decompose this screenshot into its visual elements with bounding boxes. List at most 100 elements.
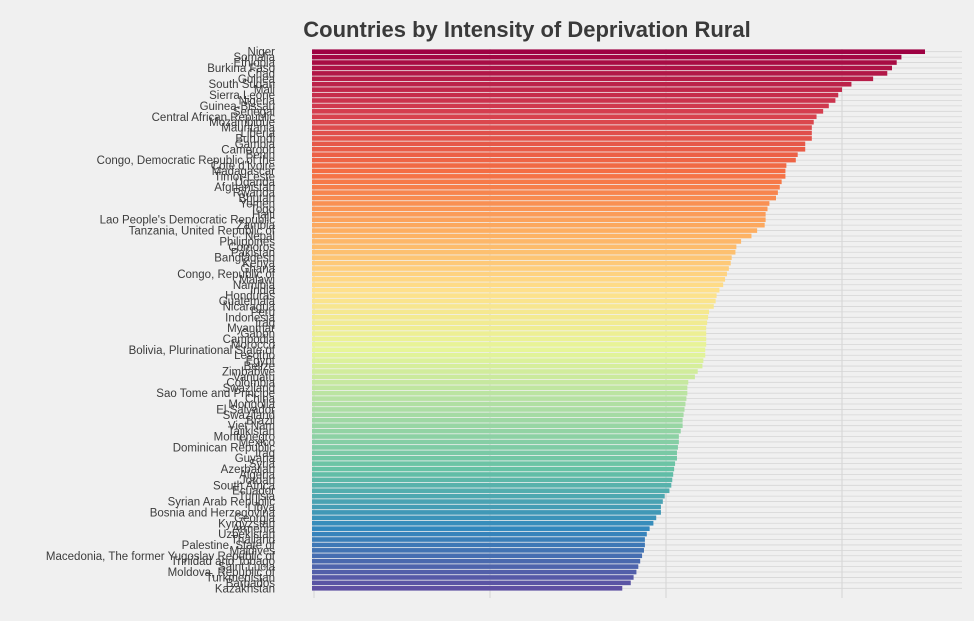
category-label: Guinea [238,74,276,86]
category-label: Honduras [225,291,275,303]
bar [312,553,643,559]
bar [312,163,787,168]
category-label: Central African Republic [152,112,276,124]
bar [312,103,829,109]
category-label: Guatemala [219,296,276,308]
category-label: Burundi [235,133,275,145]
category-label: Guyana [235,453,276,465]
category-label: Lao People's Democratic Republic [100,215,276,227]
bar [312,363,703,369]
bar [312,369,698,374]
category-label: Ghana [240,264,275,276]
bar [312,488,670,494]
bar [312,396,687,401]
bar [312,542,645,548]
bar [312,423,683,428]
bar [312,569,637,575]
bar [312,287,720,293]
category-label: Timor-Leste [214,171,275,183]
category-label: India [250,285,276,297]
category-label: Mozambique [209,117,275,129]
bar [312,125,812,130]
category-label: Azerbaijan [221,464,275,476]
category-label: Madagascar [212,166,275,178]
category-label: Nepal [245,231,275,243]
bar [312,309,710,315]
category-label: Brazil [246,415,275,427]
bar [312,504,661,510]
bar [312,417,683,423]
category-label: Haiti [252,209,275,221]
bar [312,157,796,163]
category-label: Kenya [242,258,275,270]
category-label: Pakistan [231,247,275,259]
category-label: Liberia [240,128,275,140]
category-label: Sao Tome and Principe [156,388,275,400]
bar [312,201,770,206]
category-label: South Africa [213,480,276,492]
category-label: Yemen [240,198,275,210]
bar [312,239,742,244]
bar [312,206,768,212]
bar [312,358,704,363]
category-label: El Salvador [216,404,275,416]
bar [312,558,641,564]
bar [312,141,806,147]
bar [312,515,657,521]
category-label: Mali [254,85,275,97]
category-label: Senegal [233,106,275,118]
category-label: Ethiopia [233,58,275,70]
category-label: Mauritania [221,123,275,135]
bar [312,81,852,87]
bar [312,136,812,141]
bar [312,548,644,553]
bar [312,119,814,125]
category-label: Saint Lucia [218,562,276,574]
category-label: Myanmar [227,323,275,335]
bars [312,49,925,591]
category-label: Colombia [226,377,275,389]
category-label: Maldives [230,545,276,557]
category-label: Chad [248,68,276,80]
bar [312,472,674,477]
category-label: Trinidad and Tobago [171,556,275,568]
category-label: Palestine, State of [182,540,276,552]
category-label: Cambodia [223,334,276,346]
category-label: Moldova, Republic of [168,567,276,579]
bar [312,98,836,103]
category-label: Macedonia, The former Yugoslav Republic … [46,551,276,563]
bar [312,277,726,282]
category-label: Montenegro [214,432,275,444]
category-label: Tunisia [238,491,275,503]
category-label: Ecuador [232,486,275,498]
category-label: Bangladesh [214,253,275,265]
bar [312,585,623,591]
category-label: Algeria [239,469,275,481]
category-label: Sierra Leone [209,90,275,102]
bar [312,314,709,320]
category-label: Tajikistan [228,426,275,438]
bar [312,407,685,412]
category-label: Namibia [233,280,276,292]
category-label: Rwanda [233,188,276,200]
category-label: Iraq [255,318,275,330]
category-label: South Sudan [208,79,275,91]
bar [312,260,731,266]
bar [312,526,650,531]
bar [312,575,634,580]
bar [312,520,654,526]
category-label: Burkina Faso [207,63,275,75]
bar [312,60,897,65]
category-label: Kyrgyzstan [218,518,275,530]
category-label: Viet Nam [228,421,275,433]
bar [312,342,707,347]
chart-title: Countries by Intensity of Deprivation Ru… [303,17,750,42]
bar [312,531,647,537]
bar [312,212,766,217]
bar [312,71,888,76]
category-label: Gabon [240,329,275,341]
category-label: Vanuatu [233,372,275,384]
category-label: Belize [244,361,275,373]
category-label: Kazakhstan [215,583,275,595]
